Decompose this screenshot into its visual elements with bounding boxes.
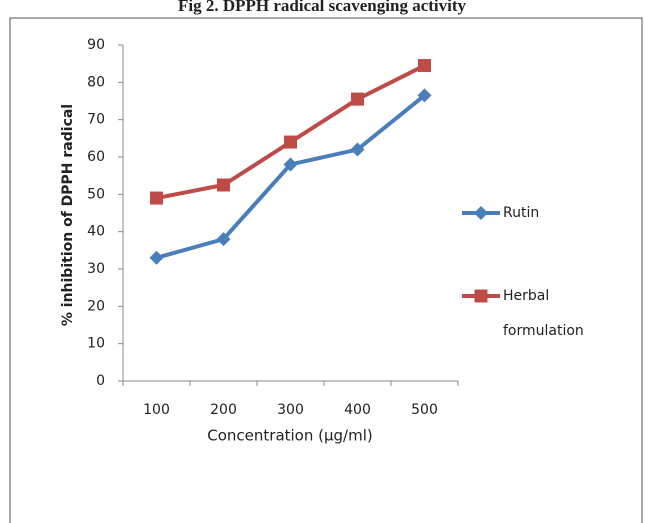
y-tick-label: 50 (87, 186, 105, 202)
point (284, 135, 297, 149)
legend-marker (474, 206, 488, 220)
legend-marker (474, 289, 488, 303)
point (283, 157, 298, 172)
legend-label: Rutin (503, 205, 540, 221)
x-tick-label: 200 (210, 402, 237, 418)
y-tick-label: 10 (87, 336, 105, 352)
point (216, 232, 231, 247)
y-axis-label: % inhibition of DPPH radical (60, 104, 76, 326)
y-tick-label: 40 (87, 224, 105, 240)
legend-label: Herbal formulation (503, 288, 584, 339)
point (418, 59, 431, 73)
point (149, 250, 164, 265)
point (350, 142, 365, 157)
chart-border (9, 17, 643, 523)
x-tick-label: 500 (411, 402, 438, 418)
point (417, 88, 432, 103)
y-tick-label: 70 (87, 112, 105, 128)
y-tick-label: 20 (87, 298, 105, 314)
point (150, 191, 163, 205)
y-tick-label: 30 (87, 261, 105, 277)
x-tick-label: 400 (344, 402, 371, 418)
x-axis-label: Concentration (µg/ml) (207, 427, 372, 445)
point (217, 178, 230, 192)
x-tick-label: 300 (277, 402, 304, 418)
chart-title: Fig 2. DPPH radical scavenging activity (178, 0, 467, 15)
y-tick-label: 90 (87, 37, 105, 53)
y-tick-label: 0 (96, 373, 105, 389)
y-tick-label: 80 (87, 74, 105, 90)
x-tick-label: 100 (143, 402, 170, 418)
y-tick-label: 60 (87, 149, 105, 165)
point (351, 92, 364, 106)
